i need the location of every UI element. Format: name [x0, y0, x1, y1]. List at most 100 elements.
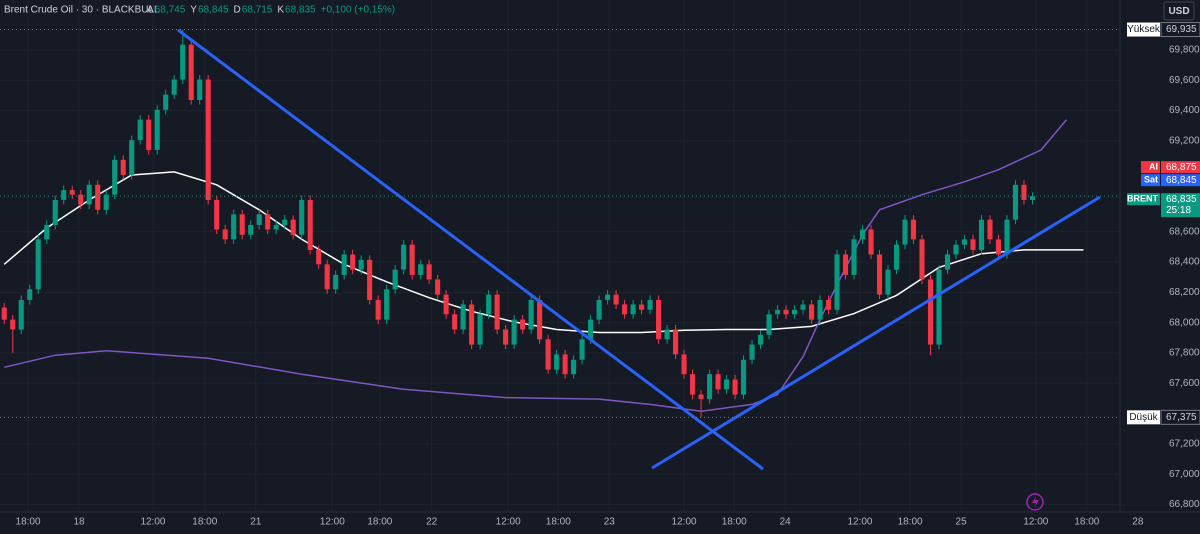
candle-body	[78, 194, 84, 205]
x-tick-label: 23	[604, 517, 616, 528]
y-tick-label: 67,600	[1169, 378, 1200, 389]
candle-body	[299, 199, 305, 235]
y-tick-label: 69,600	[1169, 75, 1200, 86]
candle-body	[95, 184, 101, 210]
ohlc-key: K	[277, 5, 284, 16]
candle-body	[129, 140, 135, 175]
x-tick-label: 12:00	[847, 517, 872, 528]
y-tick-label: 69,400	[1169, 105, 1200, 116]
x-tick-label: 18	[73, 517, 85, 528]
candle-body	[333, 274, 339, 290]
ohlc-key: Y	[190, 5, 197, 16]
quote-value: 68,875	[1166, 162, 1197, 173]
alert-icon[interactable]	[1026, 493, 1044, 511]
candle-body	[876, 254, 883, 295]
candle-body	[707, 374, 713, 400]
candle-body	[409, 244, 415, 275]
x-tick-label: 24	[780, 517, 792, 528]
level-value-box	[1160, 409, 1200, 425]
candle-body	[61, 190, 67, 200]
x-tick-label: 18:00	[546, 517, 571, 528]
candle-body	[588, 319, 594, 340]
candle-body	[970, 239, 976, 250]
candle-body	[571, 359, 577, 375]
candle-body	[859, 229, 866, 240]
candle-body	[919, 239, 925, 280]
x-tick-label: 21	[250, 517, 262, 528]
quote-name: Al	[1149, 162, 1158, 172]
candle-body	[732, 379, 738, 395]
candle-body	[715, 374, 721, 390]
candle-body	[1004, 219, 1010, 255]
quote-value: 68,835	[1166, 194, 1197, 205]
candle-body	[927, 279, 934, 345]
candle-body	[596, 299, 602, 320]
ohlc-legend: A 68,745 Y 68,845 D 68,715 K 68,835 +0,100 (+0,1…	[147, 5, 395, 16]
candle-body	[350, 254, 356, 270]
candle-body	[656, 299, 662, 340]
candle-body	[978, 219, 985, 250]
candle-body	[443, 294, 449, 315]
candle-body	[290, 219, 296, 235]
candle-body	[188, 44, 194, 100]
candle-body	[545, 339, 551, 370]
candle-body	[936, 269, 942, 345]
candle-body	[791, 309, 798, 315]
candle-body	[146, 119, 152, 150]
currency-box[interactable]	[1163, 1, 1195, 21]
candle-body	[112, 159, 118, 195]
x-tick-label: 18:00	[192, 517, 217, 528]
candle-body	[800, 304, 806, 310]
candle-body	[282, 219, 288, 225]
candle-body	[477, 314, 483, 345]
quote-name-box	[1141, 161, 1160, 174]
candle-body	[452, 314, 458, 330]
grid	[0, 0, 1120, 512]
candle-body	[673, 329, 679, 355]
candle-body	[163, 94, 169, 110]
candle-body	[622, 304, 628, 315]
candle-body	[86, 184, 92, 205]
candle-body	[1029, 196, 1036, 200]
alert-icon-bolt	[1032, 496, 1039, 508]
candle-body	[757, 334, 764, 345]
candle-body	[222, 229, 228, 240]
candle-body	[562, 354, 568, 375]
trend-line	[651, 195, 1101, 470]
x-tick-label: 12:00	[496, 517, 521, 528]
candle-body	[231, 214, 237, 240]
y-tick-label: 67,000	[1169, 469, 1200, 480]
ohlc-value: 68,835	[285, 5, 316, 16]
currency: USD	[1168, 6, 1189, 17]
candle-body	[273, 224, 279, 230]
ohlc-key: D	[234, 5, 241, 16]
candle-body	[367, 259, 373, 300]
candle-body	[375, 299, 381, 320]
candle-body	[418, 264, 424, 275]
quote-value-box	[1161, 174, 1200, 187]
candle-body	[647, 299, 653, 310]
ohlc-value: 68,745	[155, 5, 186, 16]
candle-body	[554, 354, 560, 370]
y-tick-label: 67,800	[1169, 348, 1200, 359]
candle-body	[774, 309, 781, 315]
candle-body	[154, 109, 160, 150]
x-tick-label: 12:00	[140, 517, 165, 528]
candle-body	[392, 269, 398, 290]
candle-body	[893, 244, 900, 270]
x-tick-label: 18:00	[1074, 517, 1099, 528]
x-tick-label: 18:00	[898, 517, 923, 528]
level-value-box	[1160, 22, 1200, 38]
quote-countdown: 25:18	[1166, 205, 1191, 216]
candle-body	[520, 319, 526, 330]
candle-body	[69, 190, 75, 195]
candle-body	[205, 79, 211, 200]
candle-body	[902, 219, 908, 245]
candle-body	[214, 199, 220, 230]
level-value: 67,375	[1166, 412, 1197, 423]
candle-body	[460, 304, 466, 330]
candle-body	[783, 309, 789, 315]
x-tick-label: 12:00	[320, 517, 345, 528]
candle-body	[766, 314, 772, 335]
axes: 66,800 67,000 67,200 67,600 67,800 68,000 68,2…	[0, 22, 1200, 528]
